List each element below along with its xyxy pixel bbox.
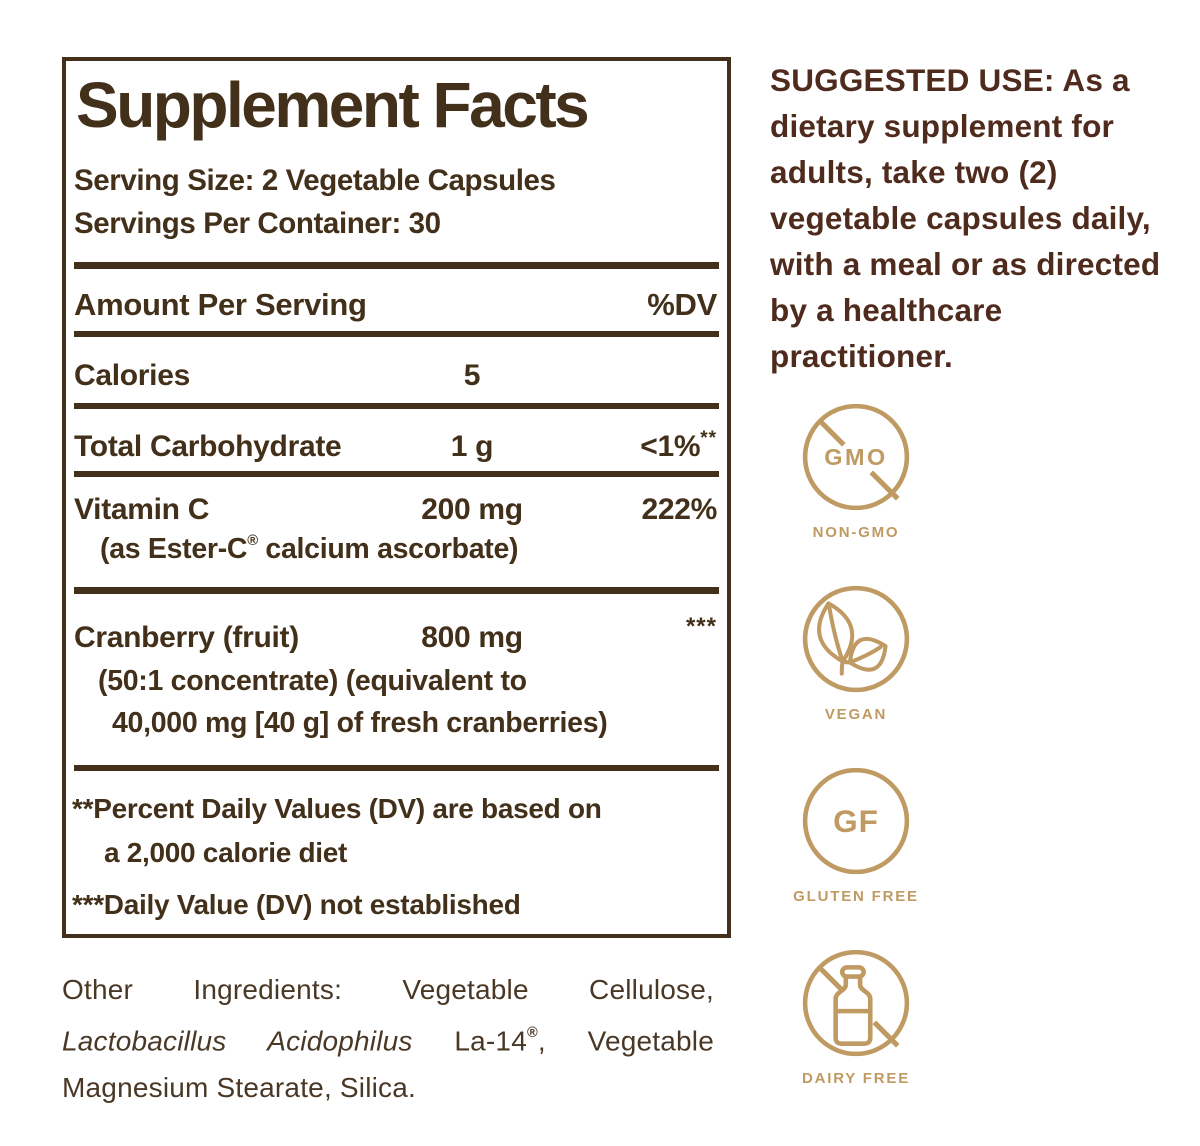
- nutrient-amount: 800 mg: [421, 621, 523, 654]
- gmo-crossed-circle-icon: GMO: [802, 403, 910, 511]
- column-header-row: Amount Per Serving %DV: [74, 287, 717, 323]
- other-ingredients-text: Other Ingredients: Vegetable Cellulose, …: [62, 974, 714, 1104]
- nutrient-row-vitamin-c: Vitamin C 200 mg 222%: [74, 493, 717, 527]
- nutrient-name: Total Carbohydrate: [74, 430, 342, 463]
- badge-gluten-free: GF GLUTEN FREE: [793, 764, 919, 906]
- amount-per-serving-header: Amount Per Serving: [74, 287, 367, 322]
- nutrient-name: Cranberry (fruit): [74, 621, 299, 654]
- nutrient-row-total-carbohydrate: Total Carbohydrate 1 g <1%**: [74, 428, 717, 464]
- footnote-marker: ***: [685, 613, 717, 640]
- cranberry-detail-line-2: 40,000 mg [40 g] of fresh cranberries): [112, 707, 608, 739]
- nutrient-name: Calories: [74, 359, 190, 392]
- serving-info: Serving Size: 2 Vegetable Capsules Servi…: [74, 159, 556, 245]
- vitamin-c-source-note: (as Ester-C® calcium ascorbate): [100, 532, 519, 566]
- suggested-use-body: As a dietary supplement for adults, take…: [770, 62, 1161, 374]
- badge-non-gmo: GMO NON-GMO: [799, 400, 913, 542]
- divider: [74, 471, 719, 477]
- nutrient-dv: <1%**: [640, 428, 717, 463]
- nutrient-dv: ***: [567, 613, 717, 655]
- servings-per-container-line: Servings Per Container: 30: [74, 207, 441, 240]
- footnote-dv-not-established: ***Daily Value (DV) not established: [72, 889, 521, 920]
- badges-column: GMO NON-GMO VEGAN GF GLUTEN FREE: [772, 400, 940, 1128]
- nutrient-row-cranberry: Cranberry (fruit) 800 mg ***: [74, 613, 717, 655]
- suggested-use-text: SUGGESTED USE: As a dietary supplement f…: [770, 57, 1176, 379]
- supplement-facts-panel: Supplement Facts Serving Size: 2 Vegetab…: [62, 57, 731, 938]
- badge-label: NON-GMO: [812, 524, 900, 541]
- serving-size-line: Serving Size: 2 Vegetable Capsules: [74, 164, 556, 197]
- milk-bottle-crossed-circle-icon: [802, 949, 910, 1057]
- latin-name: Lactobacillus Acidophilus: [62, 1025, 413, 1057]
- badge-label: VEGAN: [824, 706, 888, 723]
- nutrient-row-calories: Calories 5: [74, 359, 717, 393]
- gf-circle-icon: GF: [802, 767, 910, 875]
- registered-mark: ®: [526, 1025, 538, 1041]
- svg-text:GF: GF: [833, 803, 879, 839]
- divider: [74, 403, 719, 409]
- badge-vegan: VEGAN: [799, 582, 913, 724]
- divider: [74, 587, 719, 594]
- cranberry-detail-line-1: (50:1 concentrate) (equivalent to: [98, 665, 527, 697]
- footnote-marker: **: [700, 428, 717, 449]
- nutrient-amount: 5: [463, 359, 481, 392]
- dv-header: %DV: [647, 287, 717, 322]
- nutrient-name: Vitamin C: [74, 493, 210, 526]
- footnote-daily-values: **Percent Daily Values (DV) are based on…: [72, 793, 602, 868]
- badge-label: DAIRY FREE: [801, 1070, 910, 1087]
- divider: [74, 262, 719, 269]
- badge-label: GLUTEN FREE: [793, 888, 919, 905]
- panel-title: Supplement Facts: [76, 69, 590, 141]
- registered-mark: ®: [247, 532, 258, 549]
- leaves-circle-icon: [802, 585, 910, 693]
- badge-dairy-free: DAIRY FREE: [799, 946, 913, 1088]
- divider: [74, 765, 719, 771]
- suggested-use-heading: SUGGESTED USE:: [770, 62, 1055, 98]
- nutrient-dv: 222%: [641, 493, 717, 526]
- nutrient-amount: 1 g: [450, 430, 494, 463]
- svg-text:GMO: GMO: [824, 444, 888, 470]
- nutrient-amount: 200 mg: [421, 493, 523, 526]
- divider: [74, 331, 719, 337]
